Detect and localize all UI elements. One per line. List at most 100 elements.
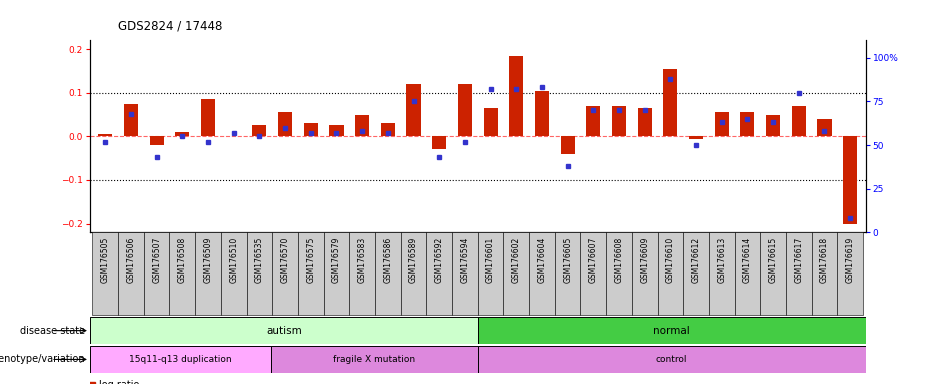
Text: normal: normal: [654, 326, 690, 336]
Text: control: control: [656, 355, 688, 364]
Text: GSM176605: GSM176605: [563, 237, 572, 283]
Bar: [581, 232, 606, 315]
Bar: [761, 232, 786, 315]
Bar: [253, 126, 267, 136]
Bar: [220, 232, 247, 315]
Bar: [401, 232, 427, 315]
Bar: [817, 119, 832, 136]
Bar: [195, 232, 220, 315]
Bar: [792, 106, 806, 136]
Bar: [272, 232, 298, 315]
Bar: [432, 136, 447, 149]
Text: GSM176505: GSM176505: [101, 237, 110, 283]
Text: GSM176612: GSM176612: [692, 237, 701, 283]
Text: GSM176509: GSM176509: [203, 237, 213, 283]
Bar: [478, 346, 866, 373]
Text: GSM176615: GSM176615: [768, 237, 778, 283]
Text: GSM176610: GSM176610: [666, 237, 674, 283]
Bar: [298, 232, 324, 315]
Bar: [271, 346, 478, 373]
Text: GSM176535: GSM176535: [254, 237, 264, 283]
Text: GSM176583: GSM176583: [358, 237, 367, 283]
Bar: [175, 132, 189, 136]
Bar: [632, 232, 657, 315]
Bar: [509, 56, 523, 136]
Text: GSM176613: GSM176613: [717, 237, 727, 283]
Bar: [427, 232, 452, 315]
Bar: [812, 232, 837, 315]
Bar: [355, 114, 369, 136]
Bar: [529, 232, 554, 315]
Text: GSM176507: GSM176507: [152, 237, 161, 283]
Text: GSM176575: GSM176575: [307, 237, 315, 283]
Bar: [452, 232, 478, 315]
Text: disease state: disease state: [20, 326, 85, 336]
Bar: [349, 232, 375, 315]
Text: GSM176594: GSM176594: [461, 237, 469, 283]
Bar: [709, 232, 735, 315]
Bar: [478, 232, 503, 315]
Bar: [587, 106, 601, 136]
Bar: [118, 232, 144, 315]
Bar: [93, 232, 118, 315]
Text: GSM176619: GSM176619: [846, 237, 854, 283]
Bar: [638, 108, 652, 136]
Bar: [380, 123, 394, 136]
Bar: [683, 232, 709, 315]
Bar: [766, 114, 780, 136]
Bar: [144, 232, 169, 315]
Bar: [483, 108, 498, 136]
Text: GSM176609: GSM176609: [640, 237, 649, 283]
Text: genotype/variation: genotype/variation: [0, 354, 85, 364]
Bar: [98, 134, 113, 136]
Bar: [247, 232, 272, 315]
Bar: [534, 91, 549, 136]
Bar: [329, 126, 343, 136]
Bar: [741, 112, 755, 136]
Text: GSM176506: GSM176506: [127, 237, 135, 283]
Text: GSM176618: GSM176618: [820, 237, 829, 283]
Bar: [478, 317, 866, 344]
Text: GSM176589: GSM176589: [409, 237, 418, 283]
Text: GSM176602: GSM176602: [512, 237, 520, 283]
Bar: [612, 106, 626, 136]
Bar: [201, 99, 215, 136]
Bar: [169, 232, 195, 315]
Text: GSM176614: GSM176614: [743, 237, 752, 283]
Text: GSM176604: GSM176604: [537, 237, 547, 283]
Bar: [458, 84, 472, 136]
Bar: [657, 232, 683, 315]
Bar: [90, 346, 271, 373]
Bar: [278, 112, 292, 136]
Bar: [663, 69, 677, 136]
Bar: [714, 112, 728, 136]
Text: autism: autism: [266, 326, 302, 336]
Bar: [124, 104, 138, 136]
Bar: [304, 123, 318, 136]
Bar: [689, 136, 703, 139]
Bar: [90, 317, 478, 344]
Bar: [606, 232, 632, 315]
Bar: [554, 232, 581, 315]
Bar: [407, 84, 421, 136]
Bar: [503, 232, 529, 315]
Text: GDS2824 / 17448: GDS2824 / 17448: [118, 20, 222, 33]
Bar: [786, 232, 812, 315]
Text: 15q11-q13 duplication: 15q11-q13 duplication: [129, 355, 232, 364]
Bar: [843, 136, 857, 223]
Bar: [375, 232, 401, 315]
Text: GSM176592: GSM176592: [435, 237, 444, 283]
Text: GSM176579: GSM176579: [332, 237, 341, 283]
Text: GSM176510: GSM176510: [229, 237, 238, 283]
Text: GSM176607: GSM176607: [588, 237, 598, 283]
Text: GSM176586: GSM176586: [383, 237, 393, 283]
Text: fragile X mutation: fragile X mutation: [333, 355, 415, 364]
Bar: [149, 136, 164, 145]
Text: GSM176601: GSM176601: [486, 237, 495, 283]
Text: GSM176570: GSM176570: [281, 237, 289, 283]
Bar: [735, 232, 761, 315]
Text: log ratio: log ratio: [99, 380, 140, 384]
Bar: [561, 136, 574, 154]
Text: GSM176617: GSM176617: [795, 237, 803, 283]
Text: GSM176508: GSM176508: [178, 237, 187, 283]
